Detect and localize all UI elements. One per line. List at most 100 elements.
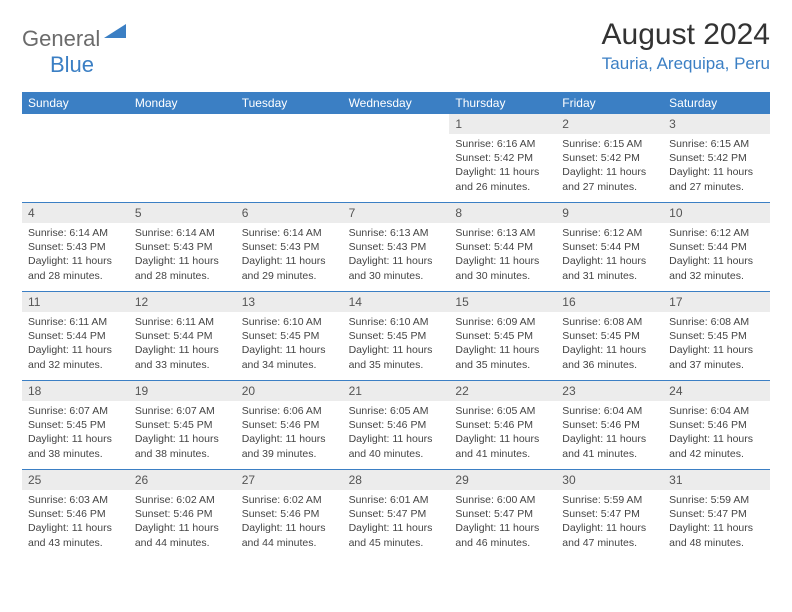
sunrise-line: Sunrise: 6:02 AM xyxy=(135,493,230,507)
sunrise-line: Sunrise: 6:11 AM xyxy=(135,315,230,329)
sunrise-line: Sunrise: 6:14 AM xyxy=(135,226,230,240)
daylight-line: Daylight: 11 hours and 29 minutes. xyxy=(242,254,337,282)
sunrise-line: Sunrise: 6:03 AM xyxy=(28,493,123,507)
sunrise-line: Sunrise: 6:05 AM xyxy=(349,404,444,418)
sunrise-line: Sunrise: 6:07 AM xyxy=(28,404,123,418)
day-number: 21 xyxy=(343,381,450,401)
sunrise-line: Sunrise: 6:15 AM xyxy=(562,137,657,151)
sunset-line: Sunset: 5:47 PM xyxy=(349,507,444,521)
sunrise-line: Sunrise: 6:06 AM xyxy=(242,404,337,418)
sunset-line: Sunset: 5:44 PM xyxy=(135,329,230,343)
empty-cell xyxy=(129,114,236,202)
day-details: Sunrise: 5:59 AMSunset: 5:47 PMDaylight:… xyxy=(556,490,663,556)
day-header-saturday: Saturday xyxy=(663,92,770,114)
day-cell-8: 8Sunrise: 6:13 AMSunset: 5:44 PMDaylight… xyxy=(449,203,556,291)
sunset-line: Sunset: 5:47 PM xyxy=(562,507,657,521)
week-row: 11Sunrise: 6:11 AMSunset: 5:44 PMDayligh… xyxy=(22,291,770,380)
day-details: Sunrise: 6:13 AMSunset: 5:44 PMDaylight:… xyxy=(449,223,556,289)
daylight-line: Daylight: 11 hours and 30 minutes. xyxy=(349,254,444,282)
day-headers: SundayMondayTuesdayWednesdayThursdayFrid… xyxy=(22,92,770,114)
day-cell-4: 4Sunrise: 6:14 AMSunset: 5:43 PMDaylight… xyxy=(22,203,129,291)
sunrise-line: Sunrise: 6:11 AM xyxy=(28,315,123,329)
day-number: 8 xyxy=(449,203,556,223)
day-number: 22 xyxy=(449,381,556,401)
sunset-line: Sunset: 5:45 PM xyxy=(349,329,444,343)
sunrise-line: Sunrise: 6:08 AM xyxy=(562,315,657,329)
day-cell-13: 13Sunrise: 6:10 AMSunset: 5:45 PMDayligh… xyxy=(236,292,343,380)
daylight-line: Daylight: 11 hours and 44 minutes. xyxy=(242,521,337,549)
daylight-line: Daylight: 11 hours and 42 minutes. xyxy=(669,432,764,460)
daylight-line: Daylight: 11 hours and 46 minutes. xyxy=(455,521,550,549)
sunrise-line: Sunrise: 6:10 AM xyxy=(349,315,444,329)
day-number: 26 xyxy=(129,470,236,490)
daylight-line: Daylight: 11 hours and 43 minutes. xyxy=(28,521,123,549)
day-number: 1 xyxy=(449,114,556,134)
sunset-line: Sunset: 5:46 PM xyxy=(349,418,444,432)
day-details: Sunrise: 6:09 AMSunset: 5:45 PMDaylight:… xyxy=(449,312,556,378)
sunrise-line: Sunrise: 6:09 AM xyxy=(455,315,550,329)
day-number: 20 xyxy=(236,381,343,401)
day-cell-29: 29Sunrise: 6:00 AMSunset: 5:47 PMDayligh… xyxy=(449,470,556,558)
sunset-line: Sunset: 5:45 PM xyxy=(562,329,657,343)
day-number: 11 xyxy=(22,292,129,312)
day-number: 23 xyxy=(556,381,663,401)
week-row: 25Sunrise: 6:03 AMSunset: 5:46 PMDayligh… xyxy=(22,469,770,558)
sunset-line: Sunset: 5:45 PM xyxy=(242,329,337,343)
sunset-line: Sunset: 5:46 PM xyxy=(669,418,764,432)
day-header-tuesday: Tuesday xyxy=(236,92,343,114)
sunrise-line: Sunrise: 6:01 AM xyxy=(349,493,444,507)
sunset-line: Sunset: 5:47 PM xyxy=(455,507,550,521)
daylight-line: Daylight: 11 hours and 39 minutes. xyxy=(242,432,337,460)
sunset-line: Sunset: 5:45 PM xyxy=(669,329,764,343)
empty-cell xyxy=(22,114,129,202)
day-cell-30: 30Sunrise: 5:59 AMSunset: 5:47 PMDayligh… xyxy=(556,470,663,558)
day-number: 29 xyxy=(449,470,556,490)
day-cell-11: 11 Sunrise: 6:11 AMSunset: 5:44 PMDayligh… xyxy=(22,292,129,380)
empty-cell xyxy=(236,114,343,202)
week-row: 4Sunrise: 6:14 AMSunset: 5:43 PMDaylight… xyxy=(22,202,770,291)
day-number: 17 xyxy=(663,292,770,312)
sunrise-line: Sunrise: 6:15 AM xyxy=(669,137,764,151)
sunset-line: Sunset: 5:45 PM xyxy=(455,329,550,343)
day-number: 14 xyxy=(343,292,450,312)
sunset-line: Sunset: 5:44 PM xyxy=(28,329,123,343)
day-cell-14: 14Sunrise: 6:10 AMSunset: 5:45 PMDayligh… xyxy=(343,292,450,380)
logo-text-blue: Blue xyxy=(50,52,94,77)
logo: General xyxy=(22,24,128,53)
daylight-line: Daylight: 11 hours and 35 minutes. xyxy=(455,343,550,371)
day-number: 7 xyxy=(343,203,450,223)
week-row: 1Sunrise: 6:16 AMSunset: 5:42 PMDaylight… xyxy=(22,114,770,202)
day-number: 2 xyxy=(556,114,663,134)
sunset-line: Sunset: 5:46 PM xyxy=(242,418,337,432)
day-cell-1: 1Sunrise: 6:16 AMSunset: 5:42 PMDaylight… xyxy=(449,114,556,202)
day-number: 9 xyxy=(556,203,663,223)
day-cell-15: 15Sunrise: 6:09 AMSunset: 5:45 PMDayligh… xyxy=(449,292,556,380)
daylight-line: Daylight: 11 hours and 27 minutes. xyxy=(562,165,657,193)
sunset-line: Sunset: 5:42 PM xyxy=(669,151,764,165)
day-cell-17: 17Sunrise: 6:08 AMSunset: 5:45 PMDayligh… xyxy=(663,292,770,380)
sunset-line: Sunset: 5:44 PM xyxy=(455,240,550,254)
sunrise-line: Sunrise: 6:05 AM xyxy=(455,404,550,418)
daylight-line: Daylight: 11 hours and 38 minutes. xyxy=(28,432,123,460)
daylight-line: Daylight: 11 hours and 32 minutes. xyxy=(28,343,123,371)
day-details: Sunrise: 6:16 AMSunset: 5:42 PMDaylight:… xyxy=(449,134,556,200)
day-number: 19 xyxy=(129,381,236,401)
day-header-thursday: Thursday xyxy=(449,92,556,114)
day-cell-6: 6Sunrise: 6:14 AMSunset: 5:43 PMDaylight… xyxy=(236,203,343,291)
sunrise-line: Sunrise: 6:13 AM xyxy=(455,226,550,240)
daylight-line: Daylight: 11 hours and 41 minutes. xyxy=(455,432,550,460)
day-details: Sunrise: 6:14 AMSunset: 5:43 PMDaylight:… xyxy=(236,223,343,289)
day-details: Sunrise: 6:05 AMSunset: 5:46 PMDaylight:… xyxy=(449,401,556,467)
day-number: 15 xyxy=(449,292,556,312)
day-header-wednesday: Wednesday xyxy=(343,92,450,114)
day-cell-28: 28Sunrise: 6:01 AMSunset: 5:47 PMDayligh… xyxy=(343,470,450,558)
daylight-line: Daylight: 11 hours and 45 minutes. xyxy=(349,521,444,549)
sunrise-line: Sunrise: 6:07 AM xyxy=(135,404,230,418)
daylight-line: Daylight: 11 hours and 26 minutes. xyxy=(455,165,550,193)
day-details: Sunrise: 6:15 AMSunset: 5:42 PMDaylight:… xyxy=(663,134,770,200)
daylight-line: Daylight: 11 hours and 41 minutes. xyxy=(562,432,657,460)
empty-cell xyxy=(343,114,450,202)
day-number: 25 xyxy=(22,470,129,490)
day-number xyxy=(22,114,129,134)
sunrise-line: Sunrise: 6:13 AM xyxy=(349,226,444,240)
